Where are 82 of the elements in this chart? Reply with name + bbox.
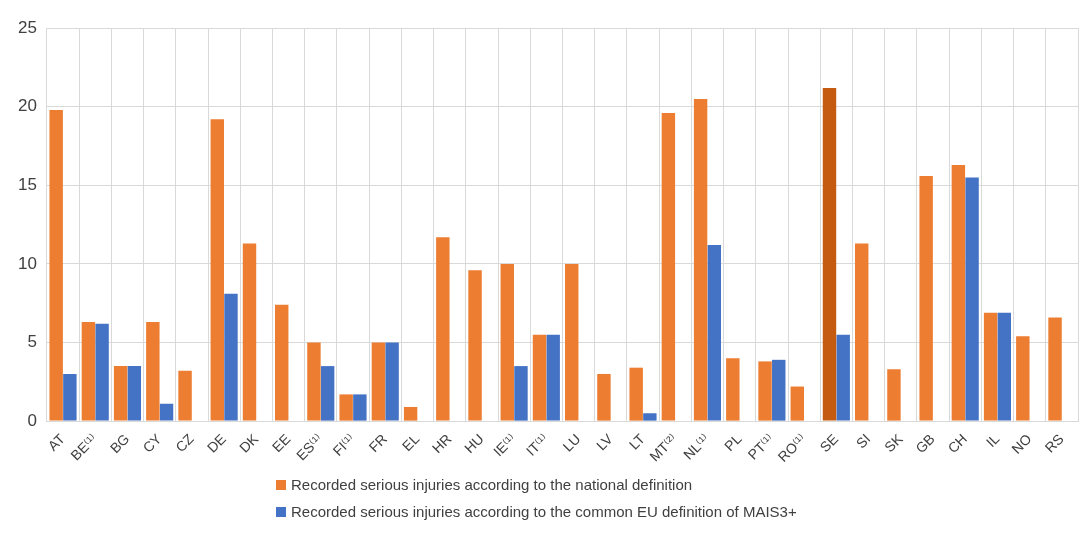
x-tick-label: GB (912, 430, 938, 457)
bar (836, 334, 850, 421)
bar (178, 370, 192, 421)
x-tick-label: PL (721, 430, 745, 455)
x-tick-label: LU (559, 430, 584, 455)
y-tick-label: 10 (17, 253, 37, 273)
bar (468, 270, 482, 421)
bar (1048, 317, 1062, 421)
bar (339, 394, 353, 421)
x-tick-label: CZ (172, 430, 198, 456)
bar (320, 366, 335, 421)
bar (514, 366, 528, 421)
x-tick-label: BG (106, 430, 133, 457)
bar (983, 312, 998, 421)
x-tick-label: EL (398, 430, 423, 455)
x-tick-label: DK (236, 430, 262, 456)
bar (772, 359, 786, 421)
bar (919, 175, 933, 421)
bar (597, 373, 611, 421)
x-tick-label: SI (852, 430, 874, 452)
bar (546, 334, 560, 421)
bar (726, 358, 740, 421)
bar (500, 263, 514, 421)
bar (661, 113, 676, 421)
bar (146, 322, 160, 421)
bar (371, 342, 386, 421)
x-tick-label: RS (1041, 430, 1067, 456)
bar (997, 312, 1011, 421)
bar (242, 243, 257, 421)
x-tick-label: SE (816, 430, 842, 456)
bar (49, 109, 63, 421)
x-tick-label: LT (625, 430, 649, 453)
x-tick-label: AT (44, 430, 69, 454)
x-tick-label: EE (268, 430, 294, 456)
bar (693, 98, 708, 421)
y-tick-label: 20 (17, 96, 37, 116)
x-tick-label: LV (592, 430, 617, 454)
bar (965, 177, 979, 421)
bar (1016, 336, 1030, 421)
bar (436, 237, 450, 421)
bar (63, 373, 77, 421)
bar (758, 361, 772, 421)
bar (790, 386, 804, 421)
x-tick-label: CY (139, 430, 165, 456)
x-tick-label: HR (428, 430, 455, 457)
x-tick-label: FR (365, 430, 391, 456)
bar (887, 369, 901, 421)
x-tick-label: IE⁽¹⁾ (490, 430, 519, 460)
bar (353, 394, 367, 421)
y-tick-label: 15 (17, 175, 37, 195)
x-tick-label: CH (944, 430, 971, 457)
bar (113, 366, 128, 421)
x-tick-label: DE (203, 430, 229, 456)
bar (159, 403, 174, 421)
bar (855, 243, 869, 421)
bar (275, 304, 289, 421)
bar (210, 119, 224, 421)
bar (629, 367, 643, 421)
bar (307, 342, 321, 421)
y-tick-label: 5 (27, 332, 37, 352)
bar (532, 334, 547, 421)
x-tick-label: SK (881, 430, 907, 456)
legend-label: Recorded serious injuries according to the national definition (291, 476, 693, 493)
bar (951, 164, 966, 421)
x-tick-label: NO (1008, 430, 1035, 457)
x-tick-label: HU (461, 430, 487, 457)
y-tick-label: 25 (17, 17, 37, 37)
y-tick-label: 0 (27, 410, 37, 430)
x-tick-label: IT⁽¹⁾ (522, 430, 552, 459)
bar (95, 323, 109, 421)
bar (81, 322, 96, 421)
bar (385, 342, 399, 421)
bar (565, 263, 579, 421)
bar (403, 406, 418, 421)
bar (707, 245, 722, 421)
x-tick-label: FI⁽¹⁾ (329, 430, 358, 459)
legend-label: Recorded serious injuries according to the common EU definition of MAIS3+ (291, 503, 797, 520)
bar (127, 366, 142, 421)
bar (822, 87, 837, 421)
x-tick-label: IL (982, 430, 1003, 451)
bar (643, 413, 657, 421)
bar (224, 293, 238, 421)
